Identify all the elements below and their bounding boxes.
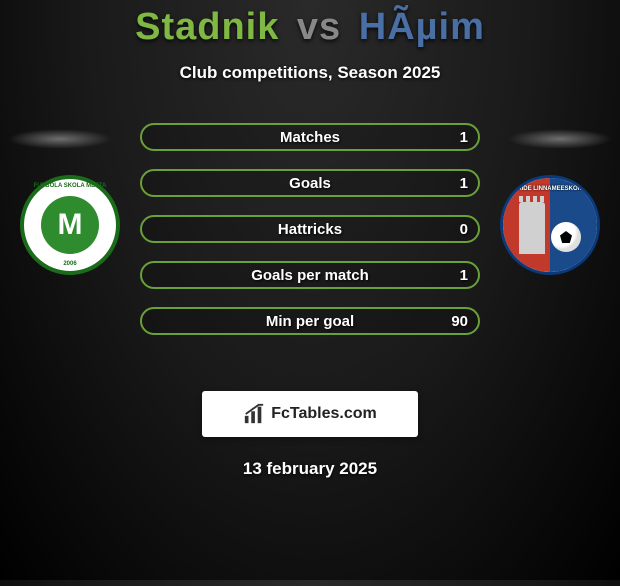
stat-label: Hattricks bbox=[278, 221, 342, 238]
team-a-badge-text-bottom: 2006 bbox=[24, 261, 116, 267]
subtitle: Club competitions, Season 2025 bbox=[0, 63, 620, 83]
bar-chart-icon bbox=[243, 403, 265, 425]
comparison-title: Stadnik vs HÃµim bbox=[0, 6, 620, 49]
stat-label: Matches bbox=[280, 129, 340, 146]
stat-label: Min per goal bbox=[266, 313, 354, 330]
tower-icon bbox=[519, 202, 545, 254]
fctables-logo: FcTables.com bbox=[202, 391, 418, 437]
stat-rows: Matches 1 Goals 1 Hattricks 0 Goals per match 1… bbox=[140, 123, 480, 335]
stat-row: Goals 1 bbox=[140, 169, 480, 197]
vs-separator: vs bbox=[297, 6, 341, 48]
stat-label: Goals per match bbox=[251, 267, 369, 284]
stat-label: Goals bbox=[289, 175, 331, 192]
football-icon bbox=[551, 222, 581, 252]
team-b-badge: PAIDE LINNAMEESKOND bbox=[500, 175, 600, 275]
stat-row: Min per goal 90 bbox=[140, 307, 480, 335]
stat-row: Goals per match 1 bbox=[140, 261, 480, 289]
team-a-badge: FUTBOLA SKOLA METTA M 2006 bbox=[20, 175, 120, 275]
stat-value-right: 1 bbox=[460, 267, 468, 284]
comparison-stage: FUTBOLA SKOLA METTA M 2006 PAIDE LINNAME… bbox=[0, 123, 620, 363]
stat-value-right: 0 bbox=[460, 221, 468, 238]
date-label: 13 february 2025 bbox=[0, 459, 620, 479]
player-b-shadow bbox=[508, 129, 612, 149]
stat-row: Hattricks 0 bbox=[140, 215, 480, 243]
team-b-badge-banner: PAIDE LINNAMEESKOND bbox=[503, 186, 597, 192]
player-b-name: HÃµim bbox=[359, 6, 485, 48]
fctables-logo-text: FcTables.com bbox=[271, 405, 377, 423]
player-a-shadow bbox=[8, 129, 112, 149]
player-a-name: Stadnik bbox=[135, 6, 279, 48]
stat-value-right: 90 bbox=[451, 313, 468, 330]
stat-row: Matches 1 bbox=[140, 123, 480, 151]
stat-value-right: 1 bbox=[460, 175, 468, 192]
team-a-badge-letter: M bbox=[58, 210, 83, 240]
stat-value-right: 1 bbox=[460, 129, 468, 146]
team-a-badge-text-top: FUTBOLA SKOLA METTA bbox=[24, 183, 116, 189]
